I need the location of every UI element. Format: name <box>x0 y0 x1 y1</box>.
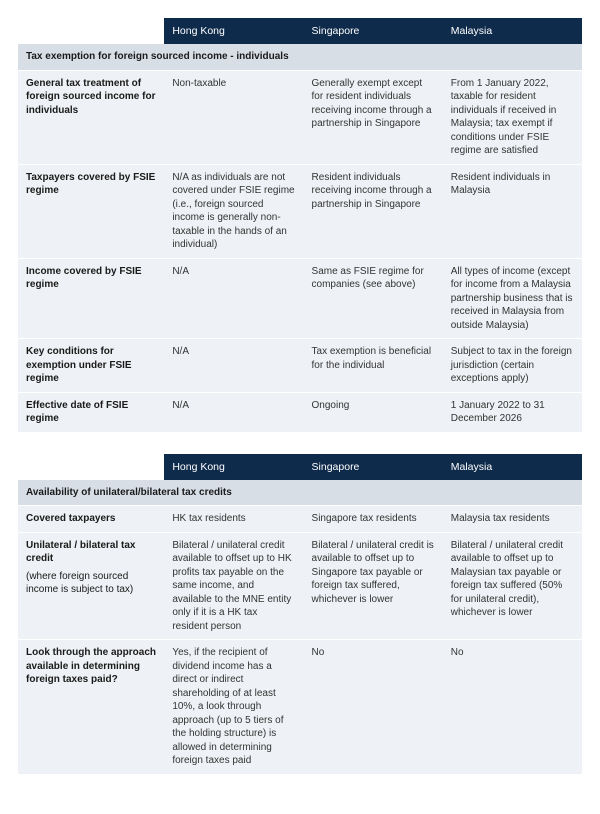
cell-hk: N/A as individuals are not covered under… <box>164 164 303 258</box>
cell-hk: Yes, if the recipient of dividend income… <box>164 640 303 774</box>
table-row: Effective date of FSIE regime N/A Ongoin… <box>18 392 582 432</box>
row-label-main: Unilateral / bilateral tax credit <box>26 540 136 565</box>
cell-my: Malaysia tax residents <box>443 506 582 533</box>
cell-hk: Non-taxable <box>164 70 303 164</box>
table-header-row: Hong Kong Singapore Malaysia <box>18 454 582 480</box>
cell-my: Bilateral / unilateral credit available … <box>443 532 582 640</box>
section-title: Tax exemption for foreign sourced income… <box>18 44 582 70</box>
header-sg: Singapore <box>304 454 443 480</box>
tax-credits-table: Hong Kong Singapore Malaysia Availabilit… <box>18 454 582 774</box>
section-title: Availability of unilateral/bilateral tax… <box>18 480 582 506</box>
row-label: Effective date of FSIE regime <box>18 392 164 432</box>
fsie-individuals-table: Hong Kong Singapore Malaysia Tax exempti… <box>18 18 582 432</box>
row-label: Unilateral / bilateral tax credit (where… <box>18 532 164 640</box>
row-label: Key conditions for exemption under FSIE … <box>18 339 164 393</box>
row-label-sub: (where foreign sourced income is subject… <box>26 570 156 597</box>
header-blank <box>18 18 164 44</box>
cell-my: All types of income (except for income f… <box>443 258 582 339</box>
cell-my: 1 January 2022 to 31 December 2026 <box>443 392 582 432</box>
row-label: General tax treatment of foreign sourced… <box>18 70 164 164</box>
cell-sg: Tax exemption is beneficial for the indi… <box>304 339 443 393</box>
cell-my: From 1 January 2022, taxable for residen… <box>443 70 582 164</box>
table-row: Covered taxpayers HK tax residents Singa… <box>18 506 582 533</box>
cell-hk: HK tax residents <box>164 506 303 533</box>
header-my: Malaysia <box>443 18 582 44</box>
table-row: Unilateral / bilateral tax credit (where… <box>18 532 582 640</box>
cell-hk: N/A <box>164 258 303 339</box>
cell-hk: Bilateral / unilateral credit available … <box>164 532 303 640</box>
cell-sg: Ongoing <box>304 392 443 432</box>
cell-my: No <box>443 640 582 774</box>
header-my: Malaysia <box>443 454 582 480</box>
section-title-row: Tax exemption for foreign sourced income… <box>18 44 582 70</box>
cell-hk: N/A <box>164 339 303 393</box>
cell-sg: Singapore tax residents <box>304 506 443 533</box>
table-row: Income covered by FSIE regime N/A Same a… <box>18 258 582 339</box>
cell-sg: No <box>304 640 443 774</box>
header-blank <box>18 454 164 480</box>
table-row: Look through the approach available in d… <box>18 640 582 774</box>
cell-my: Resident individuals in Malaysia <box>443 164 582 258</box>
cell-sg: Generally exempt except for resident ind… <box>304 70 443 164</box>
cell-hk: N/A <box>164 392 303 432</box>
row-label: Income covered by FSIE regime <box>18 258 164 339</box>
section-title-row: Availability of unilateral/bilateral tax… <box>18 480 582 506</box>
table-header-row: Hong Kong Singapore Malaysia <box>18 18 582 44</box>
table-row: General tax treatment of foreign sourced… <box>18 70 582 164</box>
row-label: Taxpayers covered by FSIE regime <box>18 164 164 258</box>
header-hk: Hong Kong <box>164 18 303 44</box>
cell-sg: Same as FSIE regime for companies (see a… <box>304 258 443 339</box>
row-label: Look through the approach available in d… <box>18 640 164 774</box>
table-row: Taxpayers covered by FSIE regime N/A as … <box>18 164 582 258</box>
cell-sg: Bilateral / unilateral credit is availab… <box>304 532 443 640</box>
row-label: Covered taxpayers <box>18 506 164 533</box>
cell-my: Subject to tax in the foreign jurisdicti… <box>443 339 582 393</box>
table-row: Key conditions for exemption under FSIE … <box>18 339 582 393</box>
header-sg: Singapore <box>304 18 443 44</box>
cell-sg: Resident individuals receiving income th… <box>304 164 443 258</box>
header-hk: Hong Kong <box>164 454 303 480</box>
